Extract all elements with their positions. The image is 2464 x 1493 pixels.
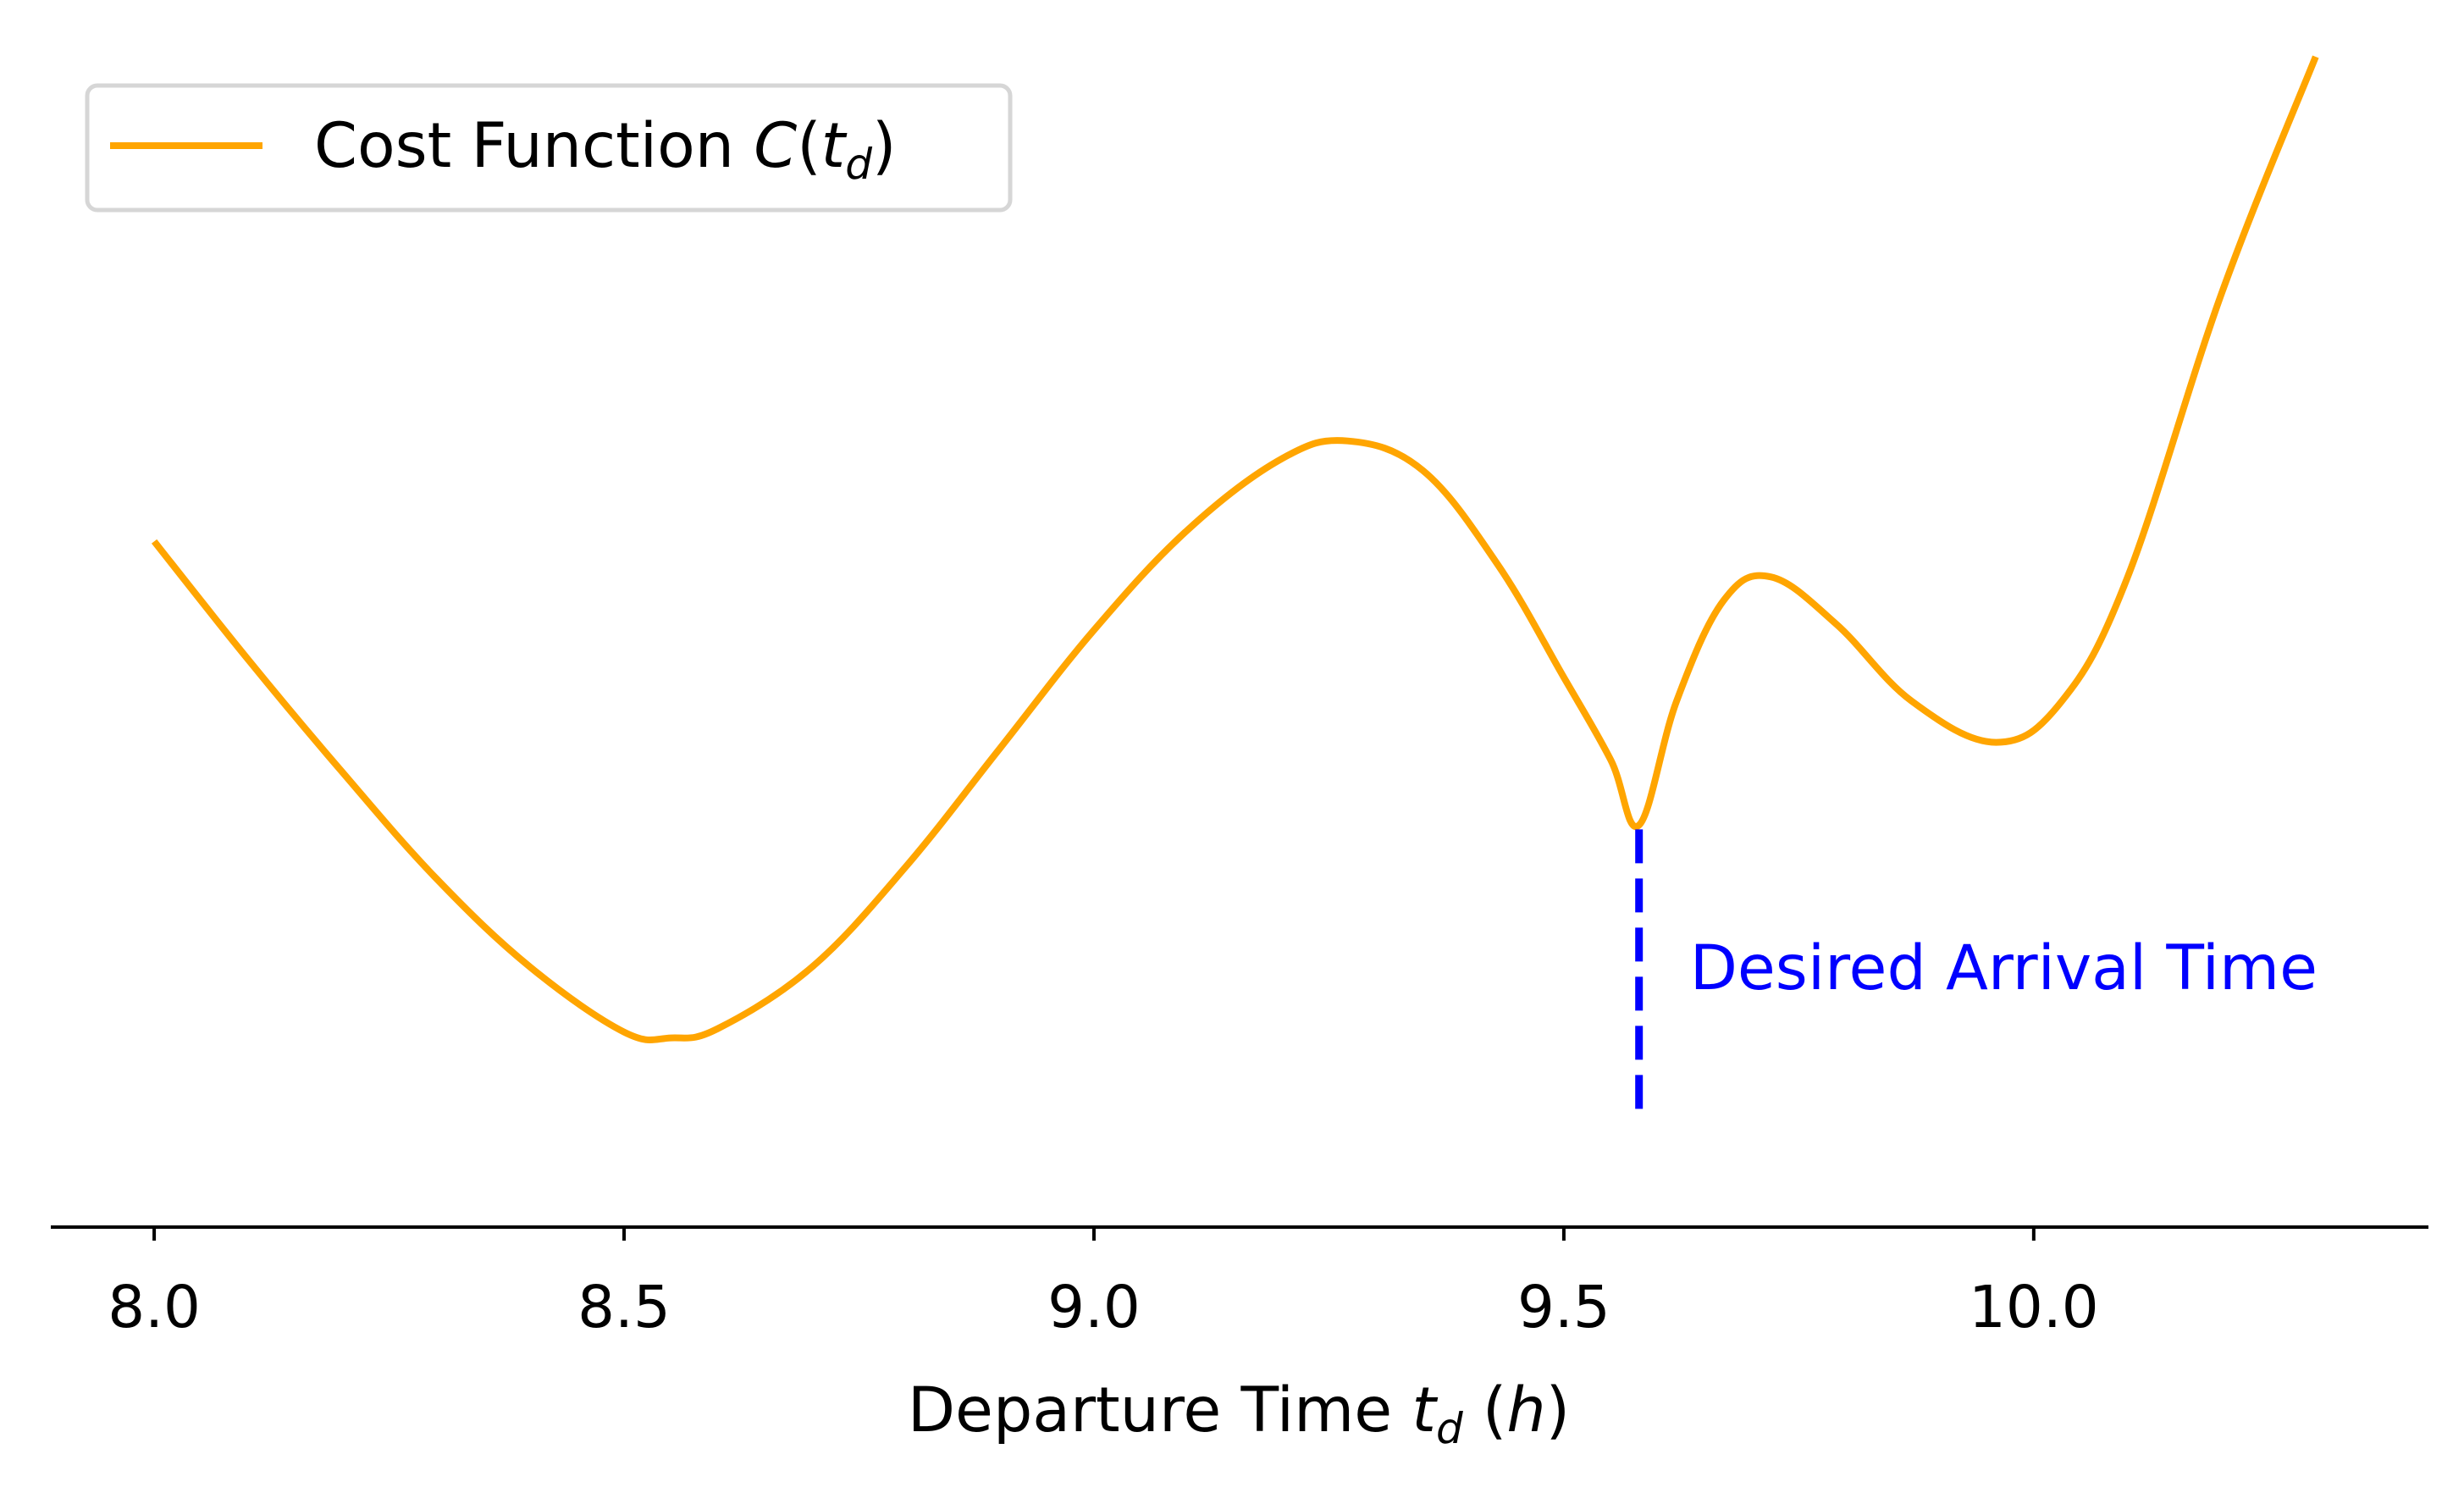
x-tick-label-8.5: 8.5 bbox=[577, 1274, 671, 1341]
x-axis-ticks: 8.0 8.5 9.0 9.5 10.0 bbox=[108, 1227, 2099, 1341]
legend: Cost Function C(td) bbox=[85, 83, 1013, 213]
x-tick-label-10.0: 10.0 bbox=[1969, 1274, 2099, 1341]
legend-label-sub-var: t bbox=[821, 110, 848, 182]
legend-frame bbox=[85, 83, 1013, 213]
legend-label-open: ( bbox=[797, 110, 820, 182]
x-axis-label-prefix: Departure Time bbox=[908, 1374, 1412, 1446]
cost-function-line bbox=[151, 55, 2319, 1044]
x-axis-label-unit: h bbox=[1506, 1374, 1545, 1446]
x-axis-label-suffix: ) bbox=[1546, 1374, 1570, 1446]
x-tick-label-9.5: 9.5 bbox=[1517, 1274, 1610, 1341]
x-axis-label: Departure Time td (h) bbox=[908, 1374, 1570, 1453]
x-axis-label-var: t bbox=[1412, 1374, 1438, 1446]
x-axis-label-sub: d bbox=[1436, 1404, 1463, 1453]
legend-label-close: ) bbox=[872, 110, 896, 182]
legend-label-cost-function: Cost Function C(td) bbox=[314, 110, 897, 189]
desired-arrival-time-label: Desired Arrival Time bbox=[1690, 932, 2318, 1004]
legend-label-var: C bbox=[754, 110, 797, 182]
plot-area: Desired Arrival Time bbox=[151, 55, 2319, 1109]
legend-label-prefix: Cost Function bbox=[314, 110, 754, 182]
x-tick-label-9.0: 9.0 bbox=[1047, 1274, 1141, 1341]
x-tick-label-8.0: 8.0 bbox=[108, 1274, 201, 1341]
legend-label-sub: d bbox=[845, 140, 872, 189]
x-axis-label-mid: ( bbox=[1463, 1374, 1507, 1446]
